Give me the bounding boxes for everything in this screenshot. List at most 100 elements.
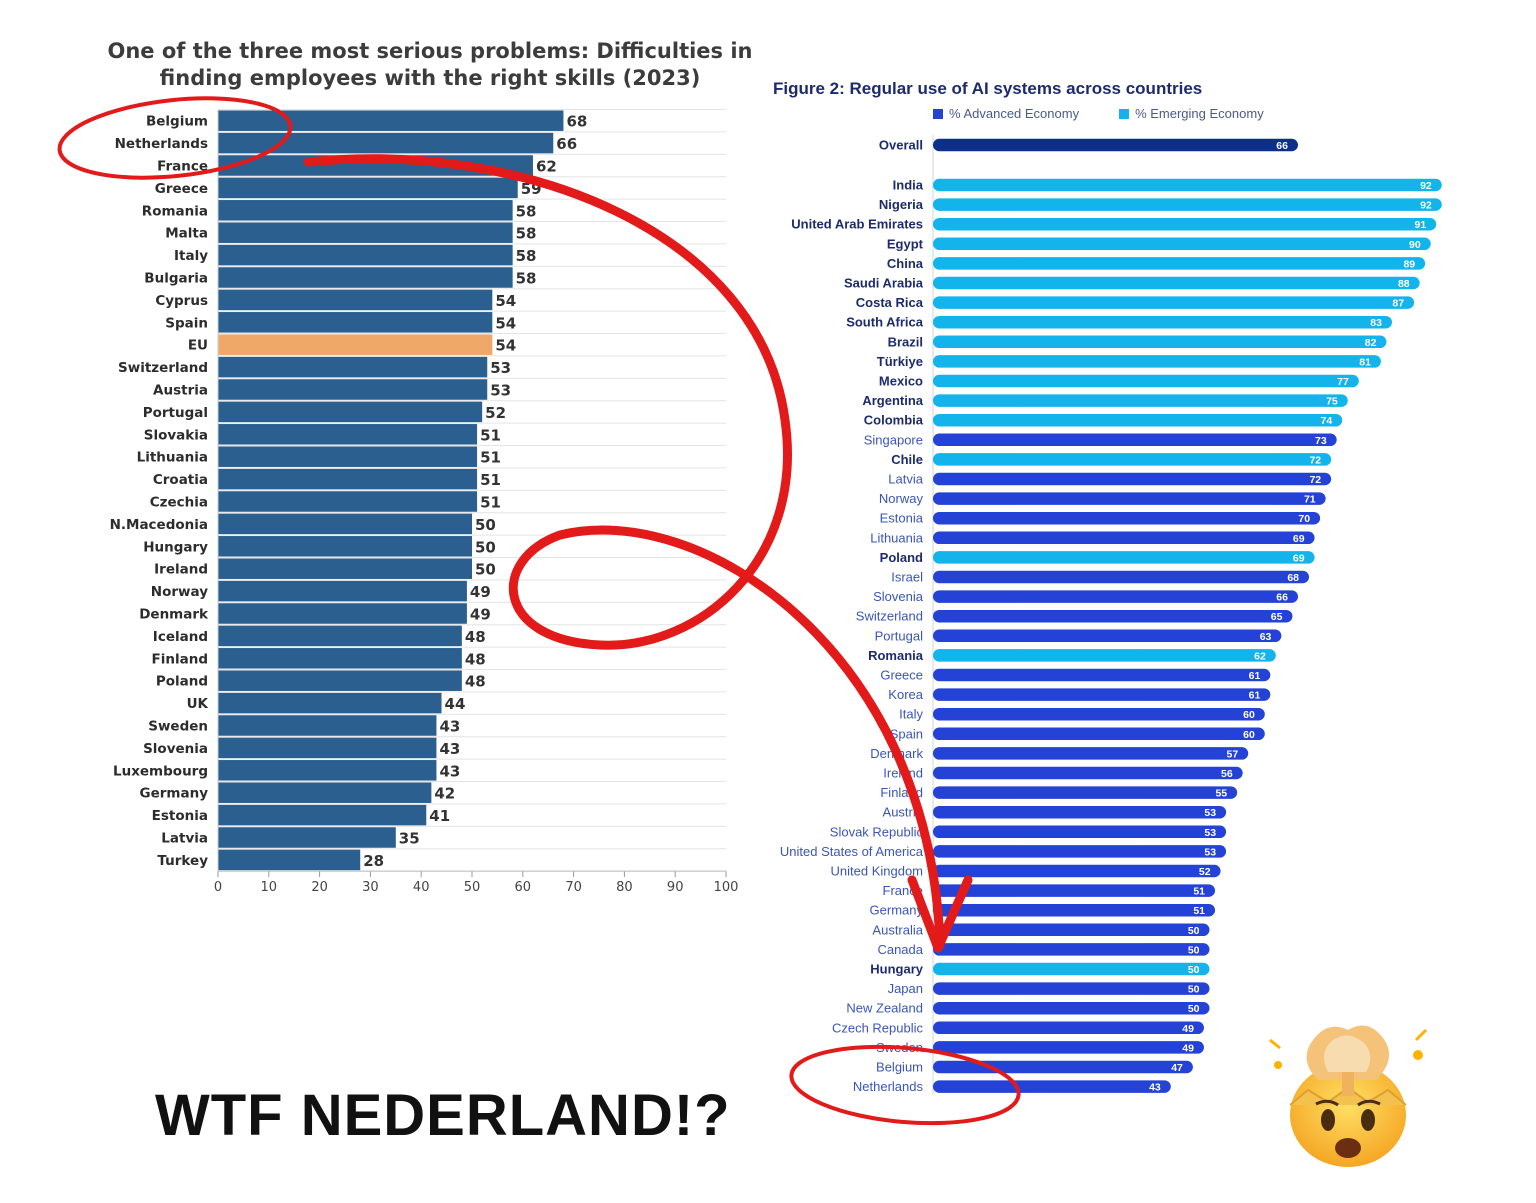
right-value-label: 68 (1287, 572, 1299, 584)
left-x-tick-label: 10 (261, 880, 278, 895)
left-category-label: Greece (155, 181, 208, 197)
right-value-label: 49 (1182, 1042, 1194, 1054)
right-bar (933, 668, 1271, 682)
right-category-label: United Arab Emirates (791, 217, 923, 232)
right-value-label: 57 (1227, 748, 1239, 760)
right-bar (933, 413, 1343, 427)
left-category-label: Iceland (153, 629, 208, 645)
right-value-label: 65 (1271, 611, 1283, 623)
right-category-label: Slovak Republic (830, 824, 924, 839)
left-category-label: Sweden (148, 719, 208, 735)
right-bar (933, 511, 1321, 525)
legend-emerging: % Emerging Economy (1119, 106, 1264, 121)
right-bar (933, 923, 1210, 937)
right-chart-legend: % Advanced Economy % Emerging Economy (933, 106, 1264, 121)
right-category-label: Lithuania (870, 530, 924, 545)
right-category-label: New Zealand (846, 1001, 923, 1016)
right-category-label: United Kingdom (831, 864, 924, 879)
right-category-label: Egypt (887, 236, 924, 251)
right-category-label: Estonia (880, 511, 924, 526)
right-value-label: 50 (1188, 1003, 1200, 1015)
left-category-label: Turkey (157, 853, 208, 869)
right-bar (933, 355, 1381, 368)
right-value-label: 49 (1182, 1023, 1194, 1035)
right-category-label: Italy (899, 707, 923, 722)
right-category-label: South Africa (846, 315, 924, 330)
right-value-label: 69 (1293, 552, 1305, 564)
right-value-label: 75 (1326, 396, 1338, 408)
right-value-label: 60 (1243, 729, 1255, 741)
legend-emerging-swatch (1119, 108, 1130, 119)
right-category-label: France (883, 883, 923, 898)
right-category-label: Latvia (888, 472, 923, 487)
right-bar (933, 962, 1210, 976)
right-value-label: 51 (1193, 886, 1205, 898)
right-bar (933, 198, 1442, 211)
legend-advanced-swatch (933, 108, 943, 119)
right-bar (933, 394, 1348, 407)
right-category-label: Belgium (876, 1060, 923, 1075)
right-value-label: 77 (1337, 376, 1349, 388)
right-category-label: Chile (891, 452, 923, 467)
right-bar (933, 374, 1359, 388)
right-category-label: Germany (870, 903, 924, 918)
right-category-label: Portugal (875, 628, 924, 643)
right-category-label: Sweden (876, 1040, 923, 1055)
right-value-label: 92 (1420, 200, 1432, 212)
right-category-label: Japan (888, 981, 923, 996)
left-category-label: Czechia (150, 495, 208, 511)
right-category-label: Slovenia (873, 589, 924, 604)
right-bar (933, 884, 1216, 897)
right-bar (933, 1080, 1171, 1093)
right-value-label: 92 (1420, 180, 1432, 192)
right-value-label: 66 (1276, 140, 1288, 152)
left-category-label: Austria (153, 383, 208, 399)
right-bar (933, 943, 1210, 956)
left-chart-title-line1: One of the three most serious problems: … (107, 39, 753, 63)
legend-advanced-label: % Advanced Economy (949, 106, 1080, 121)
right-value-label: 63 (1260, 631, 1272, 643)
right-bar (933, 590, 1298, 603)
right-bar (933, 1001, 1210, 1015)
right-value-label: 70 (1298, 513, 1310, 525)
right-category-label: United States of America (780, 844, 924, 859)
right-category-label: Ireland (883, 766, 923, 781)
right-bar (933, 825, 1227, 839)
right-value-label: 62 (1254, 650, 1266, 662)
right-bar (933, 178, 1442, 192)
right-bar (933, 296, 1415, 309)
left-category-label: Lithuania (137, 450, 208, 466)
right-bar (933, 453, 1332, 466)
legend-emerging-label: % Emerging Economy (1135, 106, 1264, 121)
right-bar (933, 472, 1332, 486)
right-category-label: Netherlands (853, 1079, 924, 1094)
right-value-label: 60 (1243, 709, 1255, 721)
left-category-label: Cyprus (155, 293, 208, 309)
right-value-label: 61 (1249, 670, 1261, 682)
right-bar (933, 903, 1216, 917)
left-category-label: N.Macedonia (110, 517, 208, 533)
right-value-label: 72 (1309, 474, 1321, 486)
right-value-label: 90 (1409, 239, 1421, 251)
right-bar (933, 1041, 1204, 1054)
right-category-label: Korea (888, 687, 923, 702)
right-bar (933, 335, 1387, 349)
right-category-label: Overall (879, 138, 923, 153)
right-value-label: 53 (1204, 827, 1216, 839)
right-value-label: 51 (1193, 905, 1205, 917)
right-category-label: Denmark (870, 746, 923, 761)
right-bar (933, 138, 1298, 152)
right-category-label: Colombia (864, 413, 924, 428)
right-value-label: 82 (1365, 337, 1377, 349)
left-category-label: Switzerland (118, 360, 208, 376)
left-category-label: Spain (165, 315, 208, 331)
right-value-label: 88 (1398, 278, 1410, 290)
right-category-label: Israel (891, 570, 923, 585)
right-value-label: 89 (1403, 258, 1415, 270)
right-value-label: 81 (1359, 356, 1371, 368)
left-category-label: Hungary (143, 539, 208, 555)
right-bar (933, 845, 1227, 858)
right-category-label: Nigeria (879, 197, 924, 212)
left-category-label: Slovenia (143, 741, 208, 757)
right-category-label: Brazil (888, 334, 923, 349)
